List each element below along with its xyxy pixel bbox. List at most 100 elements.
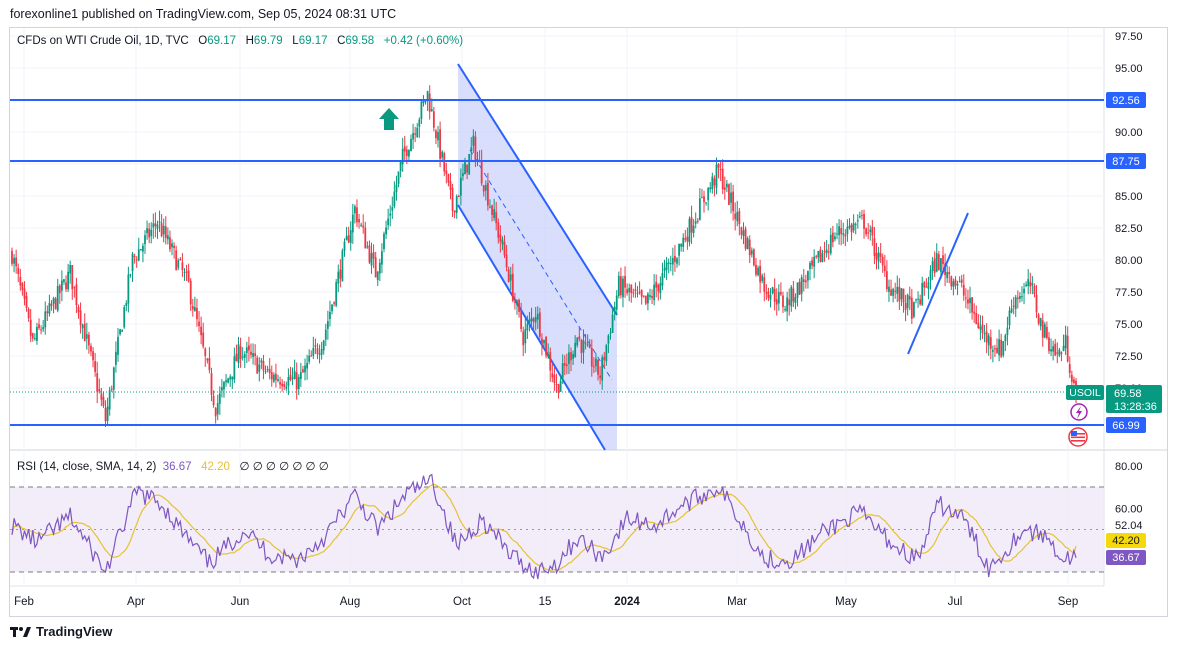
candle-body [48, 302, 51, 314]
candle-body [287, 377, 290, 387]
candle-body [495, 212, 498, 224]
candle-body [191, 306, 194, 310]
candle-body [719, 169, 722, 171]
candle-body [119, 329, 121, 335]
candle-body [871, 226, 874, 236]
candle-body [179, 259, 182, 261]
candle-body [1000, 339, 1003, 357]
candle-body [624, 275, 626, 288]
candle-body [164, 226, 167, 238]
candle-body [29, 319, 32, 336]
candle-body [667, 262, 670, 265]
candle-body [757, 267, 759, 276]
candle-body [601, 357, 604, 381]
candle-body [954, 279, 957, 286]
candle-body [457, 196, 460, 198]
candle-body [659, 283, 662, 294]
price-tick-label: 75.00 [1115, 319, 1143, 331]
rsi-tick-label: 52.04 [1115, 520, 1143, 532]
candle-body [308, 355, 311, 362]
candle-body [241, 356, 244, 358]
rsi-legend[interactable]: RSI (14, close, SMA, 14, 2) 36.67 42.20 … [17, 459, 329, 473]
candle-body [971, 297, 973, 313]
candle-body [632, 292, 635, 294]
us-flag-icon[interactable] [1068, 427, 1088, 447]
candle-body [547, 354, 550, 357]
candle-body [1048, 337, 1050, 352]
candle-body [653, 284, 656, 301]
candle-body [592, 366, 595, 368]
rsi-sma-line [11, 483, 1077, 571]
channel-upper-line[interactable] [457, 63, 618, 316]
candle-body [401, 148, 404, 165]
candle-body [728, 184, 730, 205]
candle-body [786, 297, 789, 312]
candle-body [501, 239, 504, 245]
candle-body [1012, 305, 1015, 307]
tradingview-footer[interactable]: TradingView [10, 624, 112, 639]
candle-body [453, 210, 456, 213]
chart-legend[interactable]: CFDs on WTI Crude Oil, 1D, TVC O69.17 H6… [17, 35, 463, 47]
candle-body [142, 245, 144, 252]
rsi-legend-sma: 42.20 [201, 461, 230, 473]
badge-resistance-mid-label: 87.75 [1112, 156, 1140, 168]
candle-body [162, 225, 165, 235]
candle-body [439, 129, 441, 159]
candle-body [665, 262, 668, 271]
price-axis[interactable]: 97.5095.0092.5090.0087.5085.0082.5080.00… [1115, 31, 1143, 395]
candle-body [736, 212, 739, 222]
candle-body [705, 202, 707, 204]
candle-body [611, 314, 614, 333]
candle-body [193, 307, 196, 312]
time-tick-label: Sep [1058, 596, 1078, 608]
candle-body [231, 376, 234, 380]
candle-body [212, 395, 215, 406]
candle-body [790, 286, 793, 307]
lightning-icon[interactable] [1070, 403, 1088, 421]
candle-body [910, 297, 913, 319]
rising-trend-line[interactable] [907, 212, 969, 355]
candle-body [854, 224, 857, 226]
candle-body [919, 299, 922, 305]
candle-body [243, 354, 246, 358]
candle-body [127, 274, 130, 304]
candle-body [734, 213, 737, 220]
candle-body [260, 360, 263, 363]
candle-body [252, 353, 254, 357]
candle-body [52, 298, 55, 304]
candle-body [769, 294, 772, 300]
candle-body [227, 378, 230, 383]
candle-body [302, 369, 304, 373]
low-value: 69.17 [298, 35, 328, 47]
candle-body [331, 304, 333, 312]
candle-body [721, 168, 724, 190]
symbol-tag[interactable]: USOIL [1066, 385, 1104, 400]
time-tick-label: 15 [539, 596, 552, 608]
countdown-label: 13:28:36 [1114, 401, 1157, 413]
candle-body [135, 259, 138, 261]
candle-body [674, 255, 676, 262]
time-tick-label: Feb [14, 596, 34, 608]
candle-body [836, 233, 838, 235]
badge-rsi-sma: 42.20 [1106, 533, 1146, 548]
candle-body [289, 374, 292, 380]
candle-body [387, 218, 390, 226]
candle-body [83, 323, 86, 341]
candle-body [1062, 345, 1065, 351]
arrow-up-icon[interactable] [379, 108, 399, 130]
candle-body [152, 223, 155, 228]
candle-body [1050, 349, 1052, 352]
candle-body [208, 358, 211, 371]
time-axis[interactable]: Feb Apr Jun Aug Oct 15 2024 Mar May Jul Sep [14, 596, 1078, 608]
candle-body [725, 183, 728, 188]
candle-body [888, 286, 890, 292]
candle-body [576, 337, 579, 346]
candle-body [746, 238, 749, 250]
candle-body [856, 220, 859, 222]
candle-body [649, 295, 651, 297]
candle-body [511, 273, 514, 301]
time-tick-label: Jun [231, 596, 250, 608]
candle-body [1004, 335, 1007, 342]
candle-body [590, 347, 593, 367]
